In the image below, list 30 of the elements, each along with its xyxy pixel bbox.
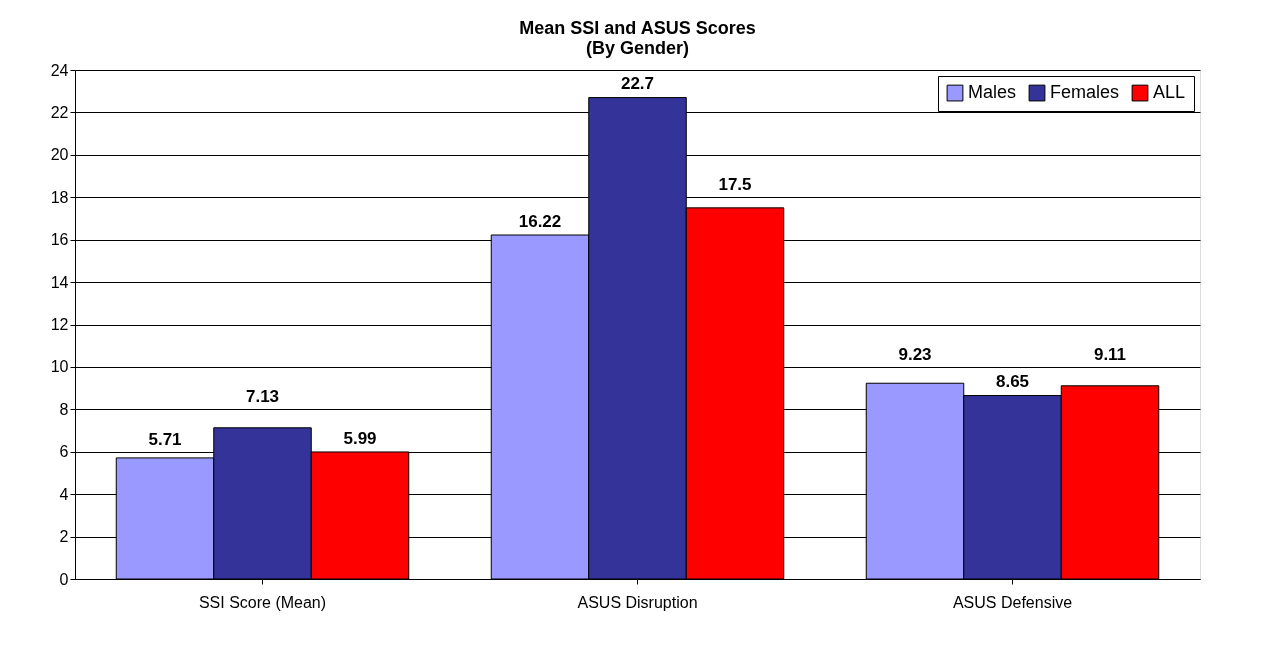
y-tick-label: 8 (59, 400, 69, 418)
legend-label: ALL (1153, 82, 1186, 103)
data-label: 16.22 (518, 211, 562, 231)
legend-label: Males (968, 82, 1017, 103)
data-label: 9.11 (1093, 344, 1127, 364)
chart-title: Mean SSI and ASUS Scores (519, 18, 756, 38)
data-label: 8.65 (995, 372, 1030, 392)
legend-label: Females (1050, 82, 1120, 103)
data-label: 9.23 (898, 344, 932, 364)
x-tick-label: SSI Score (Mean) (198, 593, 327, 611)
y-tick-label: 18 (50, 188, 69, 206)
y-tick-label: 12 (50, 316, 69, 333)
chart-subtitle: (By Gender) (585, 38, 690, 58)
data-label: 7.13 (245, 387, 280, 407)
y-tick-label: 2 (59, 528, 69, 546)
y-tick-label: 0 (59, 570, 69, 588)
y-tick-label: 20 (50, 146, 69, 164)
y-tick-label: 14 (50, 273, 69, 291)
data-label: 17.5 (718, 175, 752, 195)
y-tick-label: 16 (50, 231, 69, 249)
x-tick-label: ASUS Disruption (577, 593, 698, 611)
x-tick-label: ASUS Defensive (952, 593, 1073, 611)
data-label: 22.7 (620, 74, 655, 94)
y-tick-label: 4 (59, 485, 69, 503)
y-tick-label: 24 (50, 61, 69, 79)
y-tick-label: 10 (50, 358, 69, 376)
y-tick-label: 22 (50, 103, 69, 121)
y-tick-label: 6 (59, 443, 69, 461)
data-label: 5.71 (148, 429, 182, 449)
data-label: 5.99 (343, 428, 377, 448)
